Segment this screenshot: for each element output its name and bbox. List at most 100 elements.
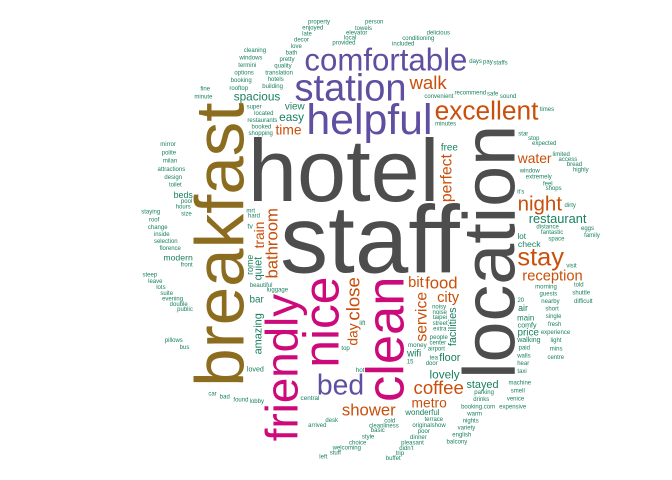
word-expected: expected (532, 141, 556, 147)
word-noisy: noisy (432, 305, 446, 311)
word-roof: roof (149, 217, 160, 223)
word-english: english (452, 433, 471, 439)
word-recommend: recommend (454, 90, 486, 96)
word-nice: nice (294, 277, 350, 368)
word-access: access (559, 157, 578, 163)
word-bit: bit (408, 275, 424, 291)
word-selection: selection (154, 239, 178, 245)
word-variety: variety (458, 426, 476, 432)
word-walk: walk (408, 72, 447, 93)
word-service: service (414, 292, 431, 342)
word-dinner: dinner (410, 435, 427, 441)
word-top: top (341, 346, 350, 352)
word-located: located (254, 111, 273, 117)
word-originalshow: originalshow (412, 423, 446, 429)
word-staffs: staffs (493, 60, 507, 66)
word-steep: steep (142, 272, 157, 278)
word-check: check (518, 239, 541, 249)
word-style: style (362, 434, 375, 440)
word-street: street (433, 321, 448, 327)
word-hard: hard (248, 214, 260, 220)
word-arrived: arrived (308, 423, 326, 429)
word-door: door (426, 361, 438, 367)
word-location: location (447, 125, 530, 379)
word-central: central (301, 395, 320, 402)
word-light: light (550, 338, 561, 344)
word-late: late (302, 31, 312, 37)
word-breakfast: breakfast (181, 102, 259, 386)
word-told: told (574, 283, 584, 289)
word-staff: staff (280, 187, 460, 294)
word-evening: evening (162, 297, 183, 303)
word-booking: booking (231, 78, 252, 84)
word-fine: fine (200, 86, 210, 92)
word-morning: morning (535, 284, 557, 290)
word-easy: easy (279, 110, 304, 124)
word-options: options (234, 71, 253, 77)
word-inside: inside (154, 232, 170, 238)
word-machine: machine (508, 381, 531, 387)
word-mirror: mirror (160, 142, 176, 148)
word-welcoming: welcoming (332, 446, 361, 452)
word-suite: suite (160, 291, 173, 297)
word-day: day (345, 323, 360, 345)
word-beds: beds (174, 190, 194, 200)
word-parking: parking (474, 390, 494, 396)
word-close: close (342, 277, 363, 320)
word-family: family (584, 233, 600, 239)
word-station: station (295, 67, 407, 109)
word-taipei: taipei (433, 315, 447, 321)
word-days: days (469, 59, 482, 65)
word-reception: reception (522, 269, 582, 285)
word-buffet: buffet (386, 456, 401, 462)
word-restaurant: restaurant (529, 211, 587, 226)
word-15: 15 (407, 360, 414, 366)
word-facilities: facilities (447, 307, 459, 346)
word-local: local (344, 35, 356, 41)
word-bad: bad (220, 395, 230, 401)
word-rooftop: rooftop (229, 86, 248, 92)
word-nights: nights (463, 419, 479, 425)
word-provided: provided (332, 40, 355, 46)
word-friendly: friendly (257, 294, 308, 441)
word-short: short (545, 306, 559, 312)
word-extra: extra (433, 326, 447, 332)
word-beautiful: beautiful (250, 283, 273, 289)
word-cleanliness: cleanliness (369, 423, 399, 429)
word-building: building (262, 84, 283, 90)
word-times: times (540, 107, 554, 113)
word-stay: stay (517, 244, 564, 272)
word-pay: pay (483, 59, 493, 65)
word-wonderful: wonderful (404, 408, 439, 417)
word-quality: quality (274, 64, 291, 70)
word-bar: bar (249, 295, 264, 306)
word-basic: basic (371, 428, 385, 434)
word-safe: safe (487, 92, 499, 98)
word-super: super (247, 105, 262, 111)
word-convenient: convenient (424, 94, 453, 100)
word-price: price (517, 327, 539, 338)
word-metro: metro (412, 396, 448, 411)
word-staying: staying (141, 210, 160, 216)
word-mrt: mrt (246, 209, 255, 215)
word-modern: modern (163, 252, 193, 262)
word-polite: polite (162, 150, 177, 156)
word-food: food (425, 273, 457, 292)
word-helpful: helpful (306, 96, 432, 144)
word-pool: pool (181, 199, 192, 205)
word-noise: noise (433, 310, 448, 316)
word-desk: desk (325, 418, 339, 424)
word-delicious: delicious (427, 31, 450, 37)
word-shuttle: shuttle (572, 291, 590, 297)
word-centre: centre (547, 355, 564, 361)
word-minutes: minutes (435, 122, 456, 128)
word-shopping: shopping (249, 131, 273, 137)
word-leave: leave (148, 279, 163, 285)
word-center: center (429, 341, 446, 347)
word-cleaning: cleaning (244, 48, 266, 54)
word-hotels: hotels (268, 77, 284, 83)
word-poor: poor (418, 429, 430, 435)
word-comfy: comfy (518, 321, 537, 329)
word-termini: termini (238, 63, 256, 69)
word-balcony: balcony (447, 440, 468, 446)
